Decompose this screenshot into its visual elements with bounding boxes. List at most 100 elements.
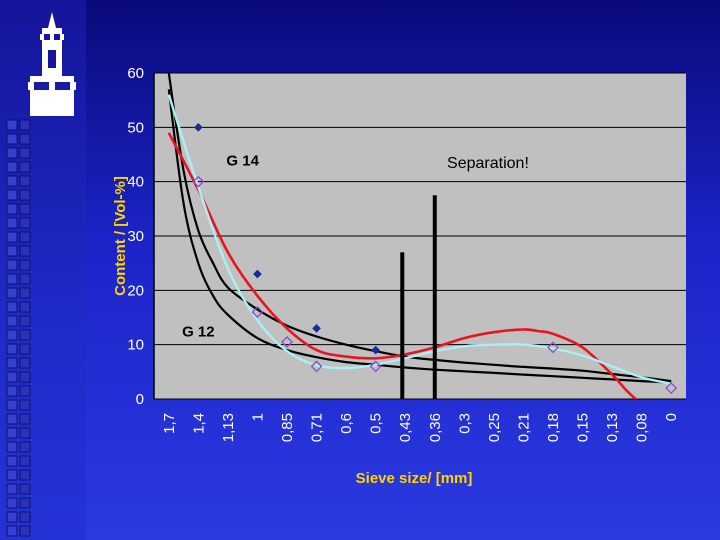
decorative-square bbox=[6, 273, 18, 285]
g14-data-point bbox=[312, 324, 321, 333]
x-tick-label: 0,08 bbox=[634, 413, 651, 442]
decorative-square bbox=[19, 189, 31, 201]
x-tick-label: 0,5 bbox=[368, 413, 385, 434]
decorative-square bbox=[19, 259, 31, 271]
decorative-square bbox=[6, 133, 18, 145]
x-tick-label: 0,18 bbox=[545, 413, 562, 442]
decorative-square bbox=[19, 147, 31, 159]
x-tick-label: 0,21 bbox=[515, 413, 532, 442]
decorative-square bbox=[6, 455, 18, 467]
x-tick-label: 0,71 bbox=[309, 413, 326, 442]
decorative-square bbox=[6, 357, 18, 369]
g12-data-point bbox=[547, 341, 559, 354]
x-tick-label: 0 bbox=[663, 413, 680, 421]
x-tick-label: 0,25 bbox=[486, 413, 503, 442]
decorative-square bbox=[19, 469, 31, 481]
chart-annotation: G 14 bbox=[226, 152, 259, 169]
decorative-square bbox=[19, 511, 31, 523]
y-tick-label: 40 bbox=[127, 174, 144, 191]
x-tick-label: 1,13 bbox=[220, 413, 237, 442]
decorative-square bbox=[6, 511, 18, 523]
decorative-square bbox=[6, 413, 18, 425]
y-axis-title: Content / [Vol-%] bbox=[112, 176, 129, 296]
cyan-fit-curve bbox=[167, 94, 672, 385]
decorative-square bbox=[6, 259, 18, 271]
tower-logo-icon bbox=[28, 12, 76, 116]
y-tick-label: 50 bbox=[127, 119, 144, 136]
g12-data-point bbox=[369, 360, 382, 373]
g12-data-point bbox=[281, 336, 293, 348]
decorative-square bbox=[19, 315, 31, 327]
decorative-square bbox=[19, 455, 31, 467]
x-tick-label: 0,15 bbox=[575, 413, 592, 442]
decorative-square bbox=[19, 329, 31, 341]
decorative-square bbox=[19, 301, 31, 313]
decorative-square bbox=[6, 119, 18, 131]
decorative-square bbox=[19, 427, 31, 439]
g12-data-point bbox=[665, 382, 678, 394]
chart-annotation: Separation! bbox=[447, 155, 529, 172]
decorative-square bbox=[19, 497, 31, 509]
x-tick-label: 0,13 bbox=[604, 413, 621, 442]
decorative-square bbox=[19, 483, 31, 495]
decorative-square bbox=[6, 497, 18, 509]
g12-data-point bbox=[310, 360, 323, 373]
x-tick-label: 0,85 bbox=[279, 413, 296, 442]
decorative-square bbox=[19, 245, 31, 257]
decorative-square bbox=[6, 245, 18, 257]
decorative-square-column bbox=[6, 119, 31, 537]
y-tick-label: 60 bbox=[127, 65, 144, 82]
decorative-square bbox=[19, 413, 31, 425]
decorative-square bbox=[6, 441, 18, 453]
chart-annotation: G 12 bbox=[182, 324, 215, 341]
decorative-square bbox=[6, 217, 18, 229]
decorative-square bbox=[19, 441, 31, 453]
decorative-square bbox=[6, 287, 18, 299]
decorative-square bbox=[6, 147, 18, 159]
decorative-square bbox=[19, 203, 31, 215]
decorative-square bbox=[19, 273, 31, 285]
decorative-square bbox=[6, 231, 18, 243]
x-tick-label: 1,7 bbox=[161, 413, 178, 434]
decorative-square bbox=[6, 189, 18, 201]
decorative-square bbox=[19, 287, 31, 299]
decorative-square bbox=[6, 161, 18, 173]
decorative-square bbox=[6, 385, 18, 397]
y-tick-label: 30 bbox=[127, 228, 144, 245]
decorative-square bbox=[19, 161, 31, 173]
separation-bar bbox=[400, 252, 405, 399]
decorative-square bbox=[19, 385, 31, 397]
x-axis-title: Sieve size/ [mm] bbox=[356, 470, 473, 487]
decorative-square bbox=[19, 133, 31, 145]
g12-data-point bbox=[192, 175, 205, 188]
decorative-square bbox=[19, 525, 31, 537]
g12-data-point bbox=[251, 306, 264, 318]
decorative-square bbox=[6, 399, 18, 411]
decorative-square bbox=[6, 175, 18, 187]
y-tick-label: 10 bbox=[127, 337, 144, 354]
decorative-square bbox=[6, 329, 18, 341]
decorative-square bbox=[19, 119, 31, 131]
x-tick-label: 0,3 bbox=[456, 413, 473, 434]
decorative-square bbox=[19, 175, 31, 187]
y-tick-label: 20 bbox=[127, 282, 144, 299]
decorative-square bbox=[6, 427, 18, 439]
x-tick-label: 0,6 bbox=[338, 413, 355, 434]
decorative-square bbox=[19, 217, 31, 229]
g14-data-point bbox=[253, 269, 262, 279]
x-tick-label: 1,4 bbox=[190, 413, 207, 434]
decorative-square bbox=[19, 399, 31, 411]
x-tick-label: 0,36 bbox=[427, 413, 444, 442]
decorative-square bbox=[19, 371, 31, 383]
decorative-square bbox=[6, 301, 18, 313]
decorative-square bbox=[6, 469, 18, 481]
decorative-square bbox=[6, 315, 18, 327]
decorative-square bbox=[6, 525, 18, 537]
decorative-square bbox=[19, 357, 31, 369]
decorative-square bbox=[6, 371, 18, 383]
decorative-square bbox=[6, 343, 18, 355]
y-tick-label: 0 bbox=[136, 391, 144, 408]
decorative-square bbox=[19, 343, 31, 355]
separation-bar bbox=[432, 195, 437, 399]
